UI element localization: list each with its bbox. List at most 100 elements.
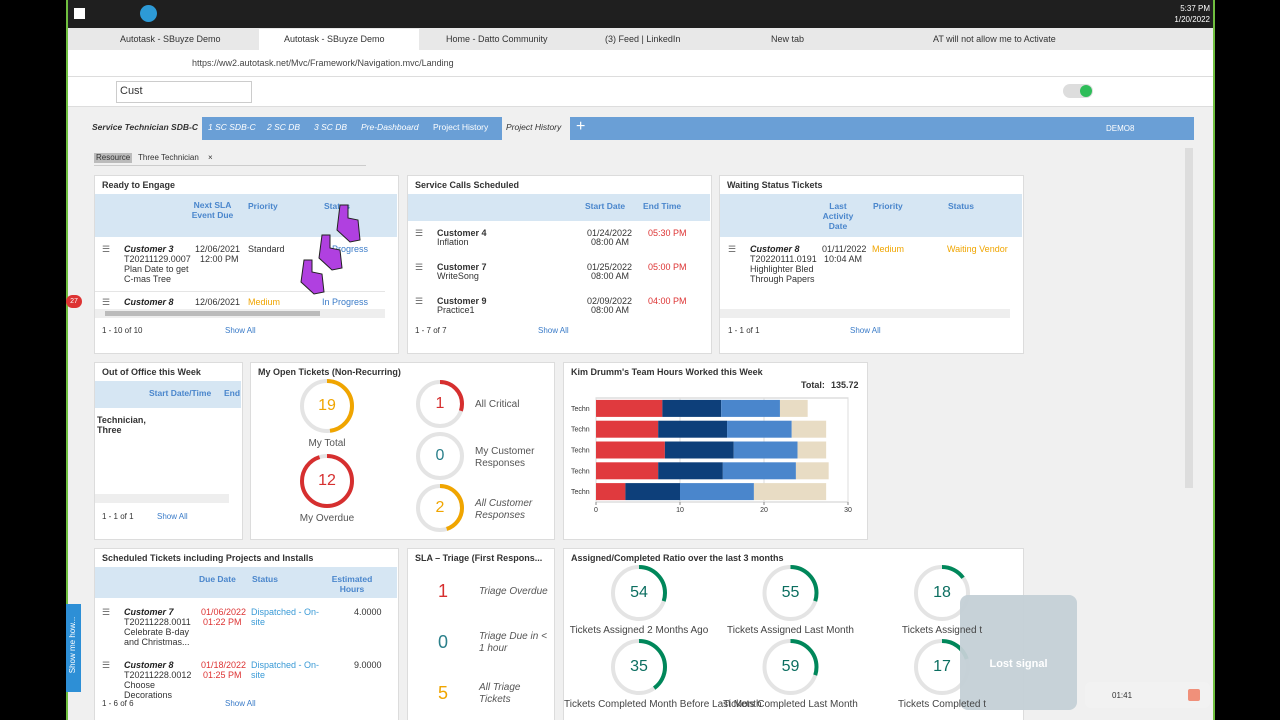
column-header[interactable]: Next SLA Event Due (191, 200, 234, 220)
column-header[interactable]: Status (252, 574, 278, 584)
column-header[interactable]: Status (324, 201, 350, 211)
row-icon[interactable]: ☰ (415, 262, 424, 272)
y-tick-label: Techn (571, 406, 590, 413)
ticket[interactable]: T20211228.0011 (124, 617, 191, 627)
dashboard-tab[interactable]: Pre-Dashboard (361, 122, 419, 132)
column-header[interactable]: Due Date (199, 574, 236, 584)
date: 02/09/2022 (587, 296, 633, 306)
show-all[interactable]: Show All (157, 512, 188, 521)
show-all[interactable]: Show All (225, 699, 256, 708)
show-all[interactable]: Show All (225, 326, 256, 335)
gauge-label: Tickets Completed t (898, 699, 986, 710)
dashboard-tab[interactable]: 2 SC DB (267, 122, 301, 132)
table-header (95, 381, 241, 408)
sla-label: Triage Due in < 1 hour (479, 631, 547, 654)
customer: Customer 8 (750, 244, 800, 254)
bar-segment (795, 462, 829, 480)
active-tab[interactable] (259, 29, 419, 50)
clock-date: 1/20/2022 (1174, 15, 1210, 24)
table-header (720, 194, 1022, 237)
ticket[interactable]: T20211228.0012 (124, 670, 192, 680)
bar-segment (779, 399, 808, 417)
browser-tab[interactable]: Home - Datto Community (446, 34, 548, 44)
h-scroll[interactable] (95, 494, 229, 503)
ticket[interactable]: T20220111.0191 (750, 254, 817, 264)
show-all[interactable]: Show All (538, 326, 569, 335)
ticket[interactable]: T20211129.0007 (124, 254, 191, 264)
gauge-label: Tickets Assigned 2 Months Ago (569, 625, 709, 636)
date: 01/11/2022 (822, 244, 867, 254)
column-header[interactable]: Estimated Hours (331, 574, 373, 594)
column-header[interactable]: Start Date/Time (149, 388, 212, 398)
gauge-value: 17 (933, 658, 951, 675)
stop-button[interactable] (1188, 689, 1200, 701)
priority: Standard (248, 244, 285, 254)
bar-segment (658, 420, 728, 438)
column-header[interactable]: Priority (248, 201, 278, 211)
dashboard-tab[interactable]: Project History (433, 122, 489, 132)
row-icon[interactable]: ☰ (102, 297, 111, 307)
dashboard-tab[interactable]: Service Technician SDB-C (92, 122, 198, 132)
x-tick-label: 30 (844, 507, 852, 514)
bar-segment (596, 441, 665, 459)
column-header[interactable]: Last Activity Date (822, 201, 854, 231)
add-tab[interactable]: + (576, 118, 586, 135)
gauge-label: My Customer Responses (475, 446, 535, 469)
browser-tab[interactable]: Autotask - SBuyze Demo (120, 34, 221, 44)
search-box[interactable] (116, 81, 252, 103)
customer: Customer 9 (437, 296, 487, 306)
help-tab[interactable] (66, 604, 81, 692)
row-icon[interactable]: ☰ (415, 228, 424, 238)
x-tick-label: 20 (760, 507, 768, 514)
active-dashboard-tab[interactable] (84, 117, 202, 140)
sla-value: 1 (437, 581, 448, 601)
customer: Customer 7 (124, 607, 174, 617)
edge-icon[interactable] (140, 5, 157, 22)
filter-remove[interactable]: × (208, 153, 213, 162)
browser-tab[interactable]: New tab (771, 34, 805, 44)
row-divider (95, 291, 385, 292)
address-bar (68, 50, 1213, 77)
browser-tab[interactable]: AT will not allow me to Activate (933, 34, 1056, 44)
end-time: 04:00 PM (648, 296, 687, 306)
column-header[interactable]: End Time (643, 201, 682, 211)
gauge-arc (762, 565, 819, 621)
h-scroll[interactable] (720, 309, 1010, 318)
column-header[interactable]: Start Date (585, 201, 626, 211)
status: In Progress (322, 297, 369, 307)
column-header[interactable]: Priority (873, 201, 903, 211)
bar-segment (727, 420, 792, 438)
date: 01/06/2022 (201, 607, 247, 617)
column-header[interactable]: Status (948, 201, 974, 211)
column-header[interactable]: End (224, 388, 241, 398)
row-icon[interactable]: ☰ (102, 607, 111, 617)
row-count: 1 - 6 of 6 (102, 699, 134, 708)
search-text[interactable]: Cust (120, 85, 143, 97)
row-icon[interactable]: ☰ (102, 660, 111, 670)
scrollbar[interactable] (1185, 148, 1193, 488)
browser-tab[interactable]: (3) Feed | LinkedIn (605, 34, 681, 44)
gauge-arc (611, 639, 667, 695)
row-icon[interactable]: ☰ (415, 296, 424, 306)
bar-segment (722, 462, 796, 480)
badge[interactable]: 27 (66, 295, 82, 308)
user-menu[interactable]: DEMO8 (1106, 124, 1135, 133)
filter-value[interactable]: Three Technician (138, 153, 199, 162)
show-all[interactable]: Show All (850, 326, 881, 335)
date: 01/24/2022 (587, 228, 633, 238)
gauge-track (416, 432, 464, 480)
url[interactable]: https://ww2.autotask.net/Mvc/Framework/N… (192, 58, 454, 68)
dashboard-tab[interactable]: 3 SC DB (314, 122, 348, 132)
dashboard-tab[interactable]: 1 SC SDB-C (208, 122, 256, 132)
gauge-arc (300, 379, 354, 433)
start-icon[interactable] (74, 8, 85, 19)
h-scroll-thumb[interactable] (105, 311, 320, 316)
call-name: Practice1 (437, 305, 475, 315)
gauge-arc (762, 639, 819, 695)
dashboard-tab[interactable]: Project History (506, 122, 562, 132)
row-icon[interactable]: ☰ (728, 244, 737, 254)
browser-tab[interactable]: Autotask - SBuyze Demo (284, 34, 385, 44)
row-icon[interactable]: ☰ (102, 244, 111, 254)
bar-segment (721, 399, 780, 417)
